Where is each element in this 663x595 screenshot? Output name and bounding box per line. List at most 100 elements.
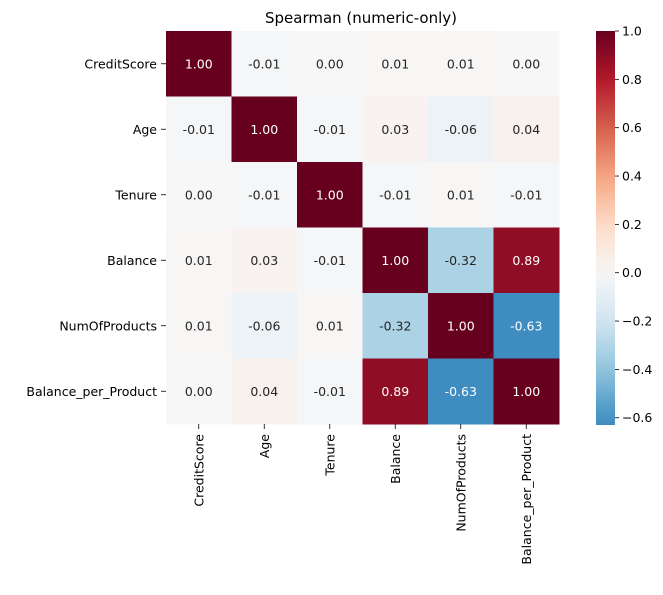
heatmap-cell: -0.01	[297, 96, 363, 163]
cell-value-label: 1.00	[512, 384, 540, 399]
cell-rect	[428, 293, 494, 359]
cell-rect	[362, 162, 429, 228]
colorbar-gradient	[596, 31, 615, 425]
heatmap-cell: 0.03	[362, 96, 429, 163]
column-tick-label: Age	[257, 434, 272, 458]
column-tick-labels: CreditScore Age Tenure Balance NumOfProducts…	[191, 424, 534, 565]
colorbar-tick-label: 0.6	[622, 120, 642, 135]
cell-rect	[231, 162, 298, 228]
row-tick-label: Balance	[107, 253, 157, 268]
cell-value-label: -0.01	[379, 187, 411, 202]
heatmap-cell: 0.01	[297, 293, 363, 359]
cell-rect	[362, 358, 429, 425]
heatmap-cell: -0.01	[362, 162, 429, 228]
heatmap-cell: 0.00	[297, 31, 363, 97]
cell-value-label: 0.01	[185, 318, 213, 333]
colorbar-tick-label: 1.0	[622, 24, 642, 39]
cell-rect	[428, 31, 494, 97]
cell-rect	[231, 293, 298, 359]
row-tick-label: Balance_per_Product	[26, 384, 157, 399]
colorbar-tick-label: −0.2	[622, 314, 652, 329]
heatmap-cell: 0.00	[166, 162, 232, 228]
heatmap-cell: 0.00	[166, 358, 232, 425]
cell-rect	[231, 358, 298, 425]
heatmap-cell: 0.04	[493, 96, 560, 163]
heatmap-cell: -0.01	[166, 96, 232, 163]
cell-rect	[231, 31, 298, 97]
heatmap-cell: 0.00	[493, 31, 560, 97]
heatmap-cell: 0.89	[493, 227, 560, 294]
cell-value-label: -0.63	[510, 318, 542, 333]
cell-value-label: 0.00	[185, 384, 213, 399]
cell-rect	[493, 358, 560, 425]
row-tick-label: CreditScore	[84, 56, 157, 71]
heatmap-cell: 0.01	[362, 31, 429, 97]
cell-rect	[166, 227, 232, 294]
cell-value-label: 0.01	[447, 56, 475, 71]
heatmap-cell: -0.32	[362, 293, 429, 359]
colorbar: 1.0 0.8 0.6 0.4 0.2 0.0 −0.2 −0.4 −0.6	[596, 24, 652, 425]
cell-value-label: 1.00	[316, 187, 344, 202]
colorbar-tick-label: 0.8	[622, 72, 642, 87]
cell-rect	[428, 96, 494, 163]
column-tick-label: NumOfProducts	[453, 434, 468, 532]
cell-value-label: -0.32	[379, 318, 411, 333]
cell-value-label: -0.01	[183, 122, 215, 137]
colorbar-tick-label: −0.4	[622, 362, 652, 377]
cell-rect	[493, 293, 560, 359]
column-tick-label: Balance	[388, 434, 403, 484]
heatmap-cell: 0.01	[428, 31, 494, 97]
cell-value-label: -0.01	[314, 122, 346, 137]
colorbar-tick-label: −0.6	[622, 410, 652, 425]
cell-value-label: 0.03	[250, 253, 278, 268]
cell-value-label: 0.01	[316, 318, 344, 333]
cell-value-label: -0.01	[510, 187, 542, 202]
cell-rect	[231, 227, 298, 294]
cell-rect	[297, 162, 363, 228]
cell-value-label: 1.00	[250, 122, 278, 137]
cell-value-label: -0.63	[445, 384, 477, 399]
cell-rect	[297, 293, 363, 359]
cell-rect	[362, 293, 429, 359]
heatmap-cell: 1.00	[493, 358, 560, 425]
cell-rect	[297, 96, 363, 163]
heatmap-cell: -0.32	[428, 227, 494, 294]
colorbar-tick-label: 0.2	[622, 217, 642, 232]
heatmap-cell: 0.04	[231, 358, 298, 425]
heatmap-cell: -0.01	[297, 358, 363, 425]
cell-rect	[428, 358, 494, 425]
heatmap-cell: -0.01	[231, 31, 298, 97]
cell-value-label: 0.01	[381, 56, 409, 71]
cell-value-label: 0.00	[185, 187, 213, 202]
column-tick-label: Balance_per_Product	[519, 434, 534, 565]
heatmap-cell: 1.00	[297, 162, 363, 228]
heatmap-cell: -0.06	[231, 293, 298, 359]
row-tick-label: Tenure	[114, 187, 157, 202]
cell-rect	[493, 31, 560, 97]
row-tick-label: NumOfProducts	[59, 318, 157, 333]
heatmap-cell: -0.06	[428, 96, 494, 163]
cell-rect	[428, 162, 494, 228]
cell-rect	[297, 31, 363, 97]
column-tick-label: Tenure	[322, 434, 337, 477]
cell-value-label: -0.06	[445, 122, 477, 137]
cell-value-label: 0.00	[316, 56, 344, 71]
cell-value-label: 1.00	[447, 318, 475, 333]
heatmap-cell: 0.01	[428, 162, 494, 228]
cell-value-label: -0.01	[248, 187, 280, 202]
cell-rect	[362, 31, 429, 97]
cell-value-label: -0.01	[248, 56, 280, 71]
column-tick-label: CreditScore	[191, 434, 206, 507]
cell-rect	[297, 358, 363, 425]
cell-value-label: 0.04	[250, 384, 278, 399]
heatmap-cell: -0.01	[231, 162, 298, 228]
heatmap-cell: -0.63	[493, 293, 560, 359]
cell-value-label: -0.32	[445, 253, 477, 268]
heatmap-cell: -0.01	[297, 227, 363, 294]
cell-rect	[297, 227, 363, 294]
cell-rect	[166, 162, 232, 228]
heatmap-cells: 1.00 -0.01 0.00 0.01 0.01 0.00 -0.01 1.00 -0.01 0…	[166, 31, 560, 425]
cell-value-label: 0.00	[512, 56, 540, 71]
